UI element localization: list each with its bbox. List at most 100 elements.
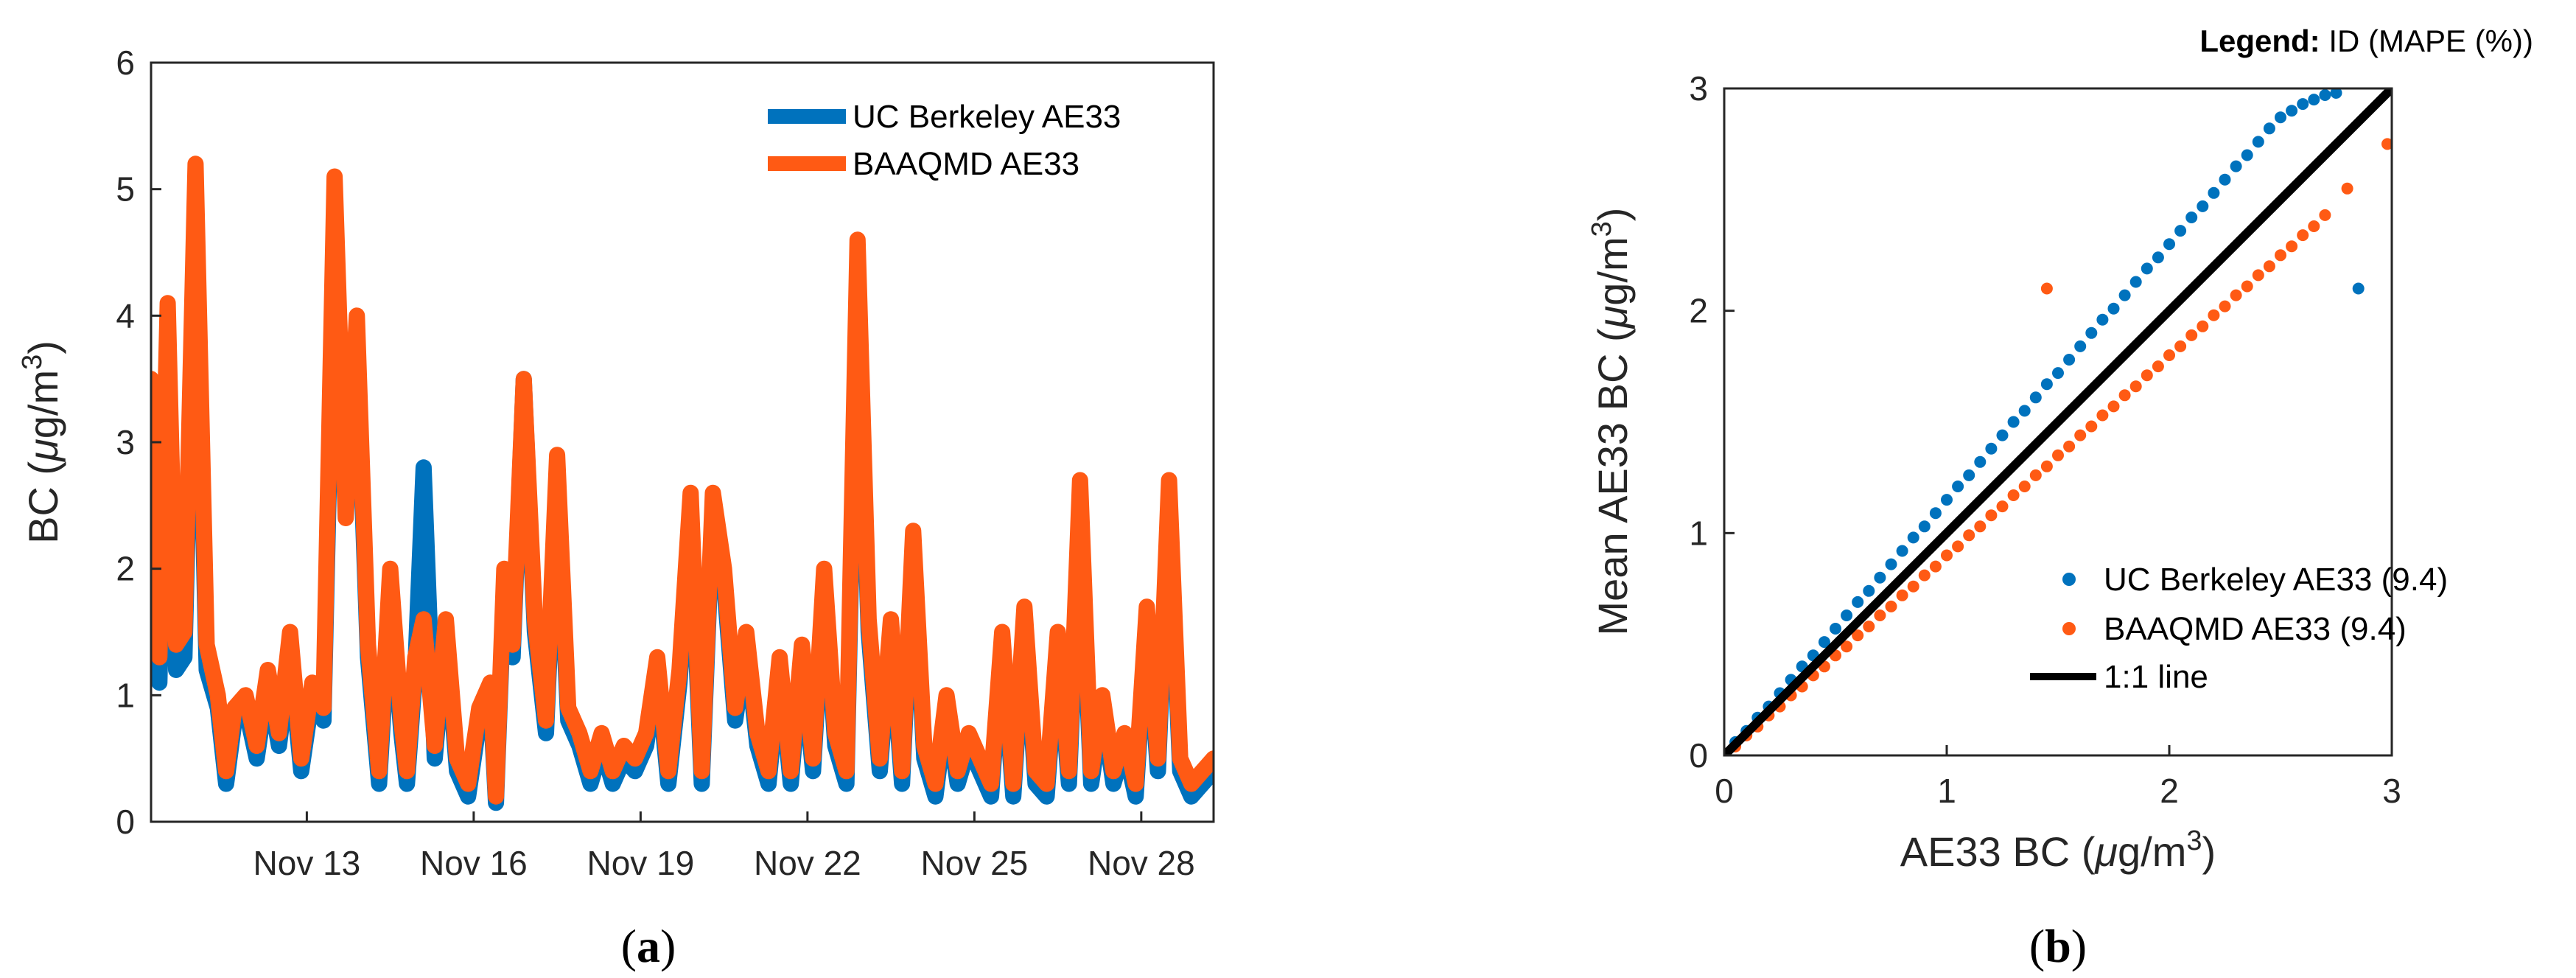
scatter-point-berkeley	[1985, 442, 1998, 455]
legend-label-line: 1:1 line	[2104, 659, 2208, 695]
y-tick-label-b: 3	[1689, 69, 1708, 108]
scatter-point-berkeley	[2319, 89, 2331, 101]
y-tick-label-b: 2	[1689, 292, 1708, 330]
scatter-point-baaqmd	[2174, 340, 2187, 352]
scatter-point-berkeley	[2018, 405, 2031, 417]
x-tick-label-b: 2	[2160, 772, 2179, 810]
x-tick-label-b: 3	[2382, 772, 2401, 810]
scatter-point-baaqmd	[1929, 560, 1942, 573]
scatter-point-baaqmd	[2308, 220, 2320, 232]
scatter-point-berkeley	[1952, 481, 1964, 492]
scatter-point-baaqmd	[1852, 629, 1864, 642]
scatter-point-berkeley	[2118, 289, 2131, 301]
y-tick-label-a: 5	[116, 170, 135, 209]
y-tick-label-a: 3	[116, 423, 135, 461]
legend-marker-baaqmd	[2062, 622, 2076, 635]
scatter-point-berkeley	[2141, 262, 2153, 275]
scatter-point-baaqmd	[1918, 569, 1931, 581]
x-tick-label-a: Nov 16	[420, 844, 528, 882]
scatter-point-baaqmd	[2007, 489, 2020, 501]
x-tick-label-a: Nov 19	[587, 844, 695, 882]
scatter-point-berkeley	[2029, 391, 2042, 404]
scatter-point-baaqmd	[2286, 240, 2298, 253]
scatter-point-berkeley	[2252, 136, 2264, 148]
scatter-point-berkeley	[2174, 225, 2187, 237]
legend-label-berkeley: UC Berkeley AE33	[853, 99, 1121, 135]
y-tick-label-a: 2	[116, 550, 135, 588]
scatter-point-berkeley	[2063, 354, 2076, 366]
scatter-point-berkeley	[2275, 111, 2286, 124]
scatter-point-berkeley	[2208, 186, 2220, 199]
y-tick-label-a: 0	[116, 803, 135, 841]
scatter-point-berkeley	[2230, 160, 2242, 172]
scatter-point-berkeley	[2085, 326, 2098, 339]
scatter-point-berkeley	[1852, 595, 1864, 608]
scatter-point-baaqmd	[2040, 460, 2053, 472]
scatter-point-baaqmd	[1896, 589, 1908, 601]
scatter-point-baaqmd	[1996, 500, 2009, 513]
y-tick-label-b: 1	[1689, 514, 1708, 552]
legend-label-baaqmd-b: BAAQMD AE33 (9.4)	[2104, 611, 2407, 647]
y-tick-label-a: 6	[116, 43, 135, 82]
scatter-point-baaqmd	[2085, 420, 2098, 433]
scatter-point-baaqmd	[2341, 182, 2353, 195]
y-axis-label-b: Mean AE33 BC (μg/m3)	[1586, 208, 1636, 636]
y-axis-label-a: BC (μg/m3)	[17, 340, 66, 544]
scatter-point-baaqmd	[1841, 640, 1853, 653]
y-tick-label-b: 0	[1689, 736, 1708, 775]
scatter-point-baaqmd	[2063, 440, 2076, 453]
scatter-point-baaqmd	[2197, 320, 2209, 332]
scatter-point-baaqmd	[2208, 309, 2220, 321]
one-to-one-line	[1724, 88, 2392, 755]
legend-a: UC Berkeley AE33 BAAQMD AE33	[768, 99, 1121, 182]
scatter-point-berkeley	[2107, 302, 2120, 315]
plot-b-frame	[1723, 87, 2393, 757]
legend-label-berkeley-b: UC Berkeley AE33 (9.4)	[2104, 562, 2448, 598]
legend-title: Legend: ID (MAPE (%))	[2199, 24, 2533, 58]
scatter-point-baaqmd	[2118, 389, 2131, 402]
scatter-point-baaqmd	[2129, 380, 2142, 393]
scatter-point-berkeley	[1974, 455, 1987, 468]
legend-label-baaqmd: BAAQMD AE33	[853, 146, 1079, 182]
scatter-point-berkeley	[2052, 367, 2064, 380]
y-tick-label-a: 1	[116, 676, 135, 714]
scatter-point-baaqmd	[2018, 481, 2031, 492]
scatter-point-berkeley	[2197, 200, 2209, 212]
x-tick-label-b: 1	[1937, 772, 1956, 810]
scatter-point-berkeley	[2074, 340, 2087, 352]
x-tick-label-a: Nov 25	[920, 844, 1028, 882]
x-axis-label-b: AE33 BC (μg/m3)	[1900, 825, 2216, 875]
legend-b: UC Berkeley AE33 (9.4) BAAQMD AE33 (9.4)…	[2030, 562, 2448, 695]
scatter-point-baaqmd	[2297, 229, 2309, 242]
scatter-point-baaqmd	[2219, 300, 2231, 312]
scatter-point-berkeley	[2185, 212, 2198, 223]
scatter-point-baaqmd	[2185, 329, 2198, 341]
scatter-point-berkeley	[1896, 545, 1908, 557]
scatter-point-berkeley	[2163, 238, 2175, 251]
scatter-point-baaqmd	[2319, 209, 2331, 221]
scatter-point-berkeley	[1996, 429, 2009, 441]
scatter-point-baaqmd	[1963, 529, 1975, 542]
scatter-point-baaqmd	[2040, 282, 2053, 295]
x-tick-label-a: Nov 13	[253, 844, 361, 882]
scatter-point-baaqmd	[2163, 349, 2175, 361]
x-tick-label-a: Nov 28	[1088, 844, 1195, 882]
scatter-point-berkeley	[1941, 494, 1953, 506]
scatter-point-berkeley	[1841, 609, 1853, 621]
scatter-point-baaqmd	[1941, 549, 1953, 562]
scatter-point-baaqmd	[2230, 289, 2242, 301]
scatter-point-baaqmd	[2107, 400, 2120, 413]
scatter-point-baaqmd	[2074, 429, 2087, 441]
scatter-point-berkeley	[2352, 282, 2365, 295]
scatter-point-berkeley	[2241, 149, 2253, 161]
scatter-point-berkeley	[2330, 88, 2342, 99]
scatter-point-berkeley	[2286, 105, 2298, 117]
scatter-point-baaqmd	[2152, 360, 2164, 373]
scatter-point-berkeley	[1918, 520, 1931, 533]
scatter-point-berkeley	[1929, 507, 1942, 520]
scatter-point-berkeley	[2129, 276, 2142, 288]
scatter-point-berkeley	[2297, 98, 2309, 111]
scatter-point-berkeley	[2007, 416, 2020, 428]
scatter-point-berkeley	[1863, 584, 1875, 597]
